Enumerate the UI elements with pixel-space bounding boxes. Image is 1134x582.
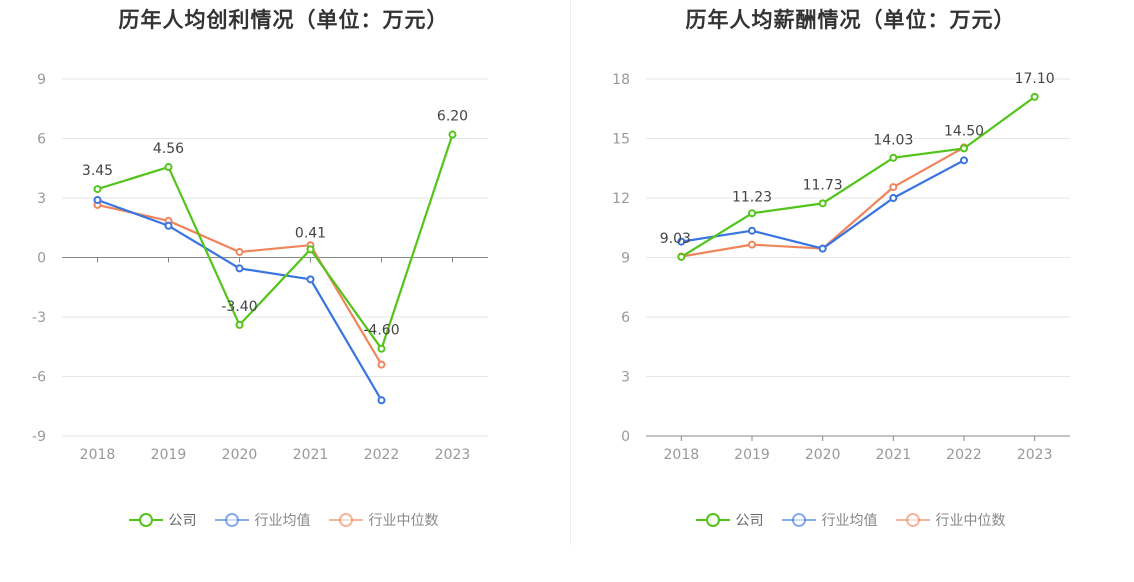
- data-label: -3.40: [221, 299, 257, 315]
- y-tick-label: 18: [612, 72, 630, 88]
- data-point: [235, 264, 244, 273]
- data-point: [164, 163, 173, 172]
- data-point: [818, 244, 827, 253]
- x-tick-label: 2020: [805, 447, 841, 463]
- salary-chart-svg: 18 15 12 9 6 3 0 2018 2019 2020 2021 2022 2023 9.03 11…: [612, 71, 1070, 463]
- data-label: 17.10: [1015, 71, 1055, 87]
- y-tick-label: 6: [37, 132, 46, 148]
- data-point: [93, 185, 102, 194]
- y-tick-label: 6: [621, 310, 630, 326]
- y-tick-label: 12: [612, 191, 630, 207]
- legend-item[interactable]: 行业中位数: [328, 510, 439, 530]
- series-line-公司: [680, 95, 1036, 258]
- chart-panel-profit: 历年人均创利情况（单位：万元） 9 6 3 0 -3 -6 -9 2018 2019 2020 20…: [0, 8, 567, 530]
- data-point: [235, 320, 244, 329]
- legend-item[interactable]: 行业中位数: [895, 510, 1006, 530]
- series-line-公司: [97, 134, 454, 350]
- legend-item[interactable]: 行业均值: [781, 510, 878, 530]
- legend-label: 公司: [168, 513, 197, 529]
- x-tick-label: 2020: [222, 447, 258, 463]
- data-label: 6.20: [437, 109, 468, 125]
- data-point: [377, 360, 386, 369]
- data-point: [960, 156, 968, 165]
- data-label: 4.56: [153, 141, 184, 157]
- panel-divider: [570, 0, 571, 545]
- data-point: [748, 209, 756, 218]
- profit-chart-svg: 9 6 3 0 -3 -6 -9 2018 2019 2020 2021 2022 2023 3.45 4.…: [32, 72, 488, 463]
- data-label: 3.45: [82, 163, 113, 179]
- data-point: [448, 130, 457, 139]
- y-tick-label: 0: [37, 251, 46, 267]
- legend-swatch: [328, 513, 363, 527]
- data-point: [748, 226, 756, 235]
- legend-swatch: [128, 513, 163, 527]
- x-tick-label: 2021: [293, 447, 329, 463]
- chart-title: 历年人均薪酬情况（单位：万元）: [685, 8, 1016, 32]
- x-tick-label: 2018: [664, 447, 700, 463]
- data-point: [748, 240, 756, 249]
- data-point: [889, 153, 898, 162]
- data-point: [818, 199, 827, 208]
- legend-swatch: [695, 513, 730, 527]
- data-point: [377, 344, 386, 353]
- x-tick-label: 2022: [946, 447, 982, 463]
- chart-legend: 公司 行业均值 行业中位数: [567, 510, 1134, 530]
- y-tick-label: -9: [32, 429, 46, 445]
- data-label: -4.60: [363, 323, 399, 339]
- y-tick-label: 9: [37, 72, 46, 88]
- x-tick-label: 2019: [151, 447, 187, 463]
- series-line-行业中位数: [97, 203, 383, 366]
- data-label: 14.03: [873, 133, 913, 149]
- legend-swatch: [895, 513, 930, 527]
- y-tick-label: -6: [32, 370, 46, 386]
- x-tick-label: 2019: [734, 447, 770, 463]
- chart-panel-salary: 历年人均薪酬情况（单位：万元） 18 15 12 9 6 3 0 2018 2019 2020 20…: [567, 0, 1134, 582]
- chart-title: 历年人均创利情况（单位：万元）: [118, 8, 449, 32]
- data-point: [677, 252, 686, 261]
- data-point: [306, 275, 315, 284]
- x-tick-label: 2021: [876, 447, 912, 463]
- data-point: [164, 221, 173, 230]
- y-tick-label: 3: [37, 191, 46, 207]
- data-point: [960, 144, 968, 153]
- y-tick-label: 9: [621, 251, 630, 267]
- legend-label: 行业中位数: [935, 513, 1006, 529]
- data-point: [889, 183, 898, 192]
- legend-swatch: [781, 513, 816, 527]
- legend-label: 行业中位数: [368, 513, 439, 529]
- legend-label: 公司: [735, 513, 764, 529]
- legend-item[interactable]: 公司: [695, 510, 764, 530]
- data-label: 11.23: [732, 189, 772, 205]
- legend-item[interactable]: 行业均值: [214, 510, 311, 530]
- y-tick-label: 0: [621, 429, 630, 445]
- chart-legend: 公司 行业均值 行业中位数: [0, 510, 567, 530]
- data-point: [1030, 92, 1039, 101]
- data-point: [377, 396, 386, 405]
- x-tick-label: 2023: [1017, 447, 1053, 463]
- data-label: 0.41: [295, 225, 326, 241]
- legend-item[interactable]: 公司: [128, 510, 197, 530]
- legend-swatch: [214, 513, 249, 527]
- legend-label: 行业均值: [821, 513, 878, 529]
- y-tick-label: 15: [612, 132, 630, 148]
- y-tick-label: 3: [621, 370, 630, 386]
- x-tick-label: 2022: [364, 447, 400, 463]
- data-point: [889, 194, 898, 202]
- data-point: [93, 195, 102, 204]
- data-point: [677, 237, 686, 246]
- data-point: [235, 247, 244, 256]
- data-label: 14.50: [944, 123, 984, 139]
- data-point: [306, 245, 315, 254]
- x-tick-label: 2023: [435, 447, 471, 463]
- x-tick-label: 2018: [80, 447, 116, 463]
- y-tick-label: -3: [32, 310, 46, 326]
- data-label: 11.73: [803, 177, 843, 193]
- data-label: 9.03: [660, 231, 691, 247]
- legend-label: 行业均值: [254, 513, 311, 529]
